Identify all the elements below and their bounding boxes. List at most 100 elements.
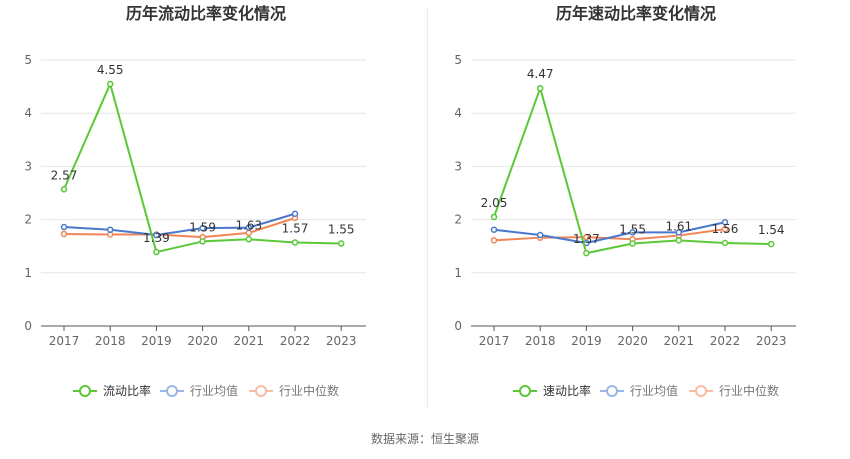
legend-marker [166, 385, 178, 397]
data-point [199, 224, 206, 232]
legend-item: 流动比率 [73, 383, 151, 398]
legend-marker [695, 385, 707, 397]
data-point [675, 229, 683, 236]
data-point [60, 186, 68, 193]
y-tick-label: 4 [454, 106, 462, 120]
data-point [106, 80, 114, 88]
x-tick-label: 2023 [326, 334, 357, 348]
data-label: 1.57 [282, 221, 309, 235]
x-tick-label: 2019 [571, 334, 602, 348]
x-tick-label: 2021 [664, 334, 695, 348]
data-point [583, 233, 590, 241]
legend-marker [255, 385, 267, 397]
data-label: 4.47 [527, 67, 554, 81]
legend-label: 流动比率 [103, 383, 151, 398]
x-tick-label: 2020 [187, 334, 218, 348]
x-tick-label: 2017 [479, 334, 510, 348]
legend-item: 速动比率 [513, 383, 591, 398]
data-point [629, 240, 636, 247]
y-tick-label: 4 [24, 106, 32, 120]
data-source-note: 数据来源：恒生聚源 [370, 432, 479, 446]
y-tick-label: 0 [24, 319, 32, 333]
y-tick-label: 5 [24, 53, 32, 67]
data-point [153, 248, 160, 256]
data-point [490, 237, 498, 244]
data-point [490, 213, 498, 221]
series-1 [490, 219, 729, 247]
data-label: 1.61 [665, 219, 692, 233]
data-point [536, 84, 544, 92]
series-line [63, 217, 296, 239]
x-tick-label: 2021 [234, 334, 265, 348]
x-tick-label: 2020 [617, 334, 648, 348]
data-point [245, 236, 253, 243]
data-point [106, 226, 114, 233]
legend-label: 行业均值 [190, 383, 238, 398]
x-tick-label: 2022 [280, 334, 311, 348]
series-line [63, 212, 296, 237]
data-label: 1.55 [328, 223, 355, 237]
data-point [721, 225, 729, 233]
legend-label: 行业均值 [630, 383, 678, 398]
y-tick-label: 2 [454, 213, 462, 227]
legend-item: 行业均值 [600, 383, 678, 398]
data-point [60, 230, 68, 238]
x-tick-label: 2018 [95, 334, 126, 348]
data-label: 2.57 [51, 168, 78, 182]
y-tick-label: 1 [24, 266, 32, 280]
data-point [291, 210, 299, 217]
data-point [245, 224, 253, 231]
data-label: 1.37 [573, 232, 600, 246]
y-tick-label: 3 [24, 159, 32, 173]
data-point [337, 240, 345, 247]
legend-item: 行业中位数 [689, 383, 779, 398]
panel-divider [427, 8, 428, 408]
legend-label: 行业中位数 [279, 383, 339, 398]
data-label: 1.56 [712, 222, 739, 236]
data-point [60, 223, 68, 231]
data-label: 1.59 [189, 220, 216, 234]
data-label: 4.55 [97, 63, 124, 77]
y-tick-label: 5 [454, 53, 462, 67]
legend-marker [606, 385, 618, 397]
data-point [536, 231, 544, 239]
series-line [493, 221, 726, 245]
chart-title: 历年速动比率变化情况 [556, 4, 716, 23]
quick-ratio-chart: 历年速动比率变化情况 0 1 2 3 4 5 2017 2018 2019 2020 2021 2022… [454, 4, 796, 398]
legend-item: 行业中位数 [249, 383, 339, 398]
data-point [583, 249, 590, 257]
x-tick-label: 2023 [756, 334, 787, 348]
data-label: 1.54 [758, 223, 785, 237]
data-point [629, 229, 636, 236]
current-ratio-chart: 历年流动比率变化情况 0 1 2 3 4 5 2017 2018 2019 2020 2021 2022… [24, 4, 366, 398]
chart-title: 历年流动比率变化情况 [126, 4, 286, 23]
data-point [767, 240, 775, 248]
series-0 [490, 84, 775, 257]
legend-marker [519, 385, 531, 397]
x-tick-label: 2017 [49, 334, 80, 348]
data-point [721, 219, 729, 226]
data-point [675, 237, 683, 244]
x-tick-label: 2019 [141, 334, 172, 348]
data-label: 1.63 [235, 218, 262, 232]
data-point [199, 238, 206, 245]
y-tick-label: 0 [454, 319, 462, 333]
legend-label: 行业中位数 [719, 383, 779, 398]
data-point [490, 226, 498, 233]
y-tick-label: 2 [24, 213, 32, 227]
y-tick-label: 3 [454, 159, 462, 173]
x-tick-label: 2022 [710, 334, 741, 348]
data-label: 1.39 [143, 231, 170, 245]
x-tick-label: 2018 [525, 334, 556, 348]
data-label: 1.55 [619, 223, 646, 237]
data-label: 2.05 [481, 196, 508, 210]
legend-marker [79, 385, 91, 397]
series-0 [60, 80, 345, 256]
legend-label: 速动比率 [543, 383, 591, 398]
data-point [153, 231, 160, 239]
series-1 [60, 210, 299, 239]
y-tick-label: 1 [454, 266, 462, 280]
data-point [721, 239, 729, 247]
legend-item: 行业均值 [160, 383, 238, 398]
data-point [291, 239, 299, 246]
